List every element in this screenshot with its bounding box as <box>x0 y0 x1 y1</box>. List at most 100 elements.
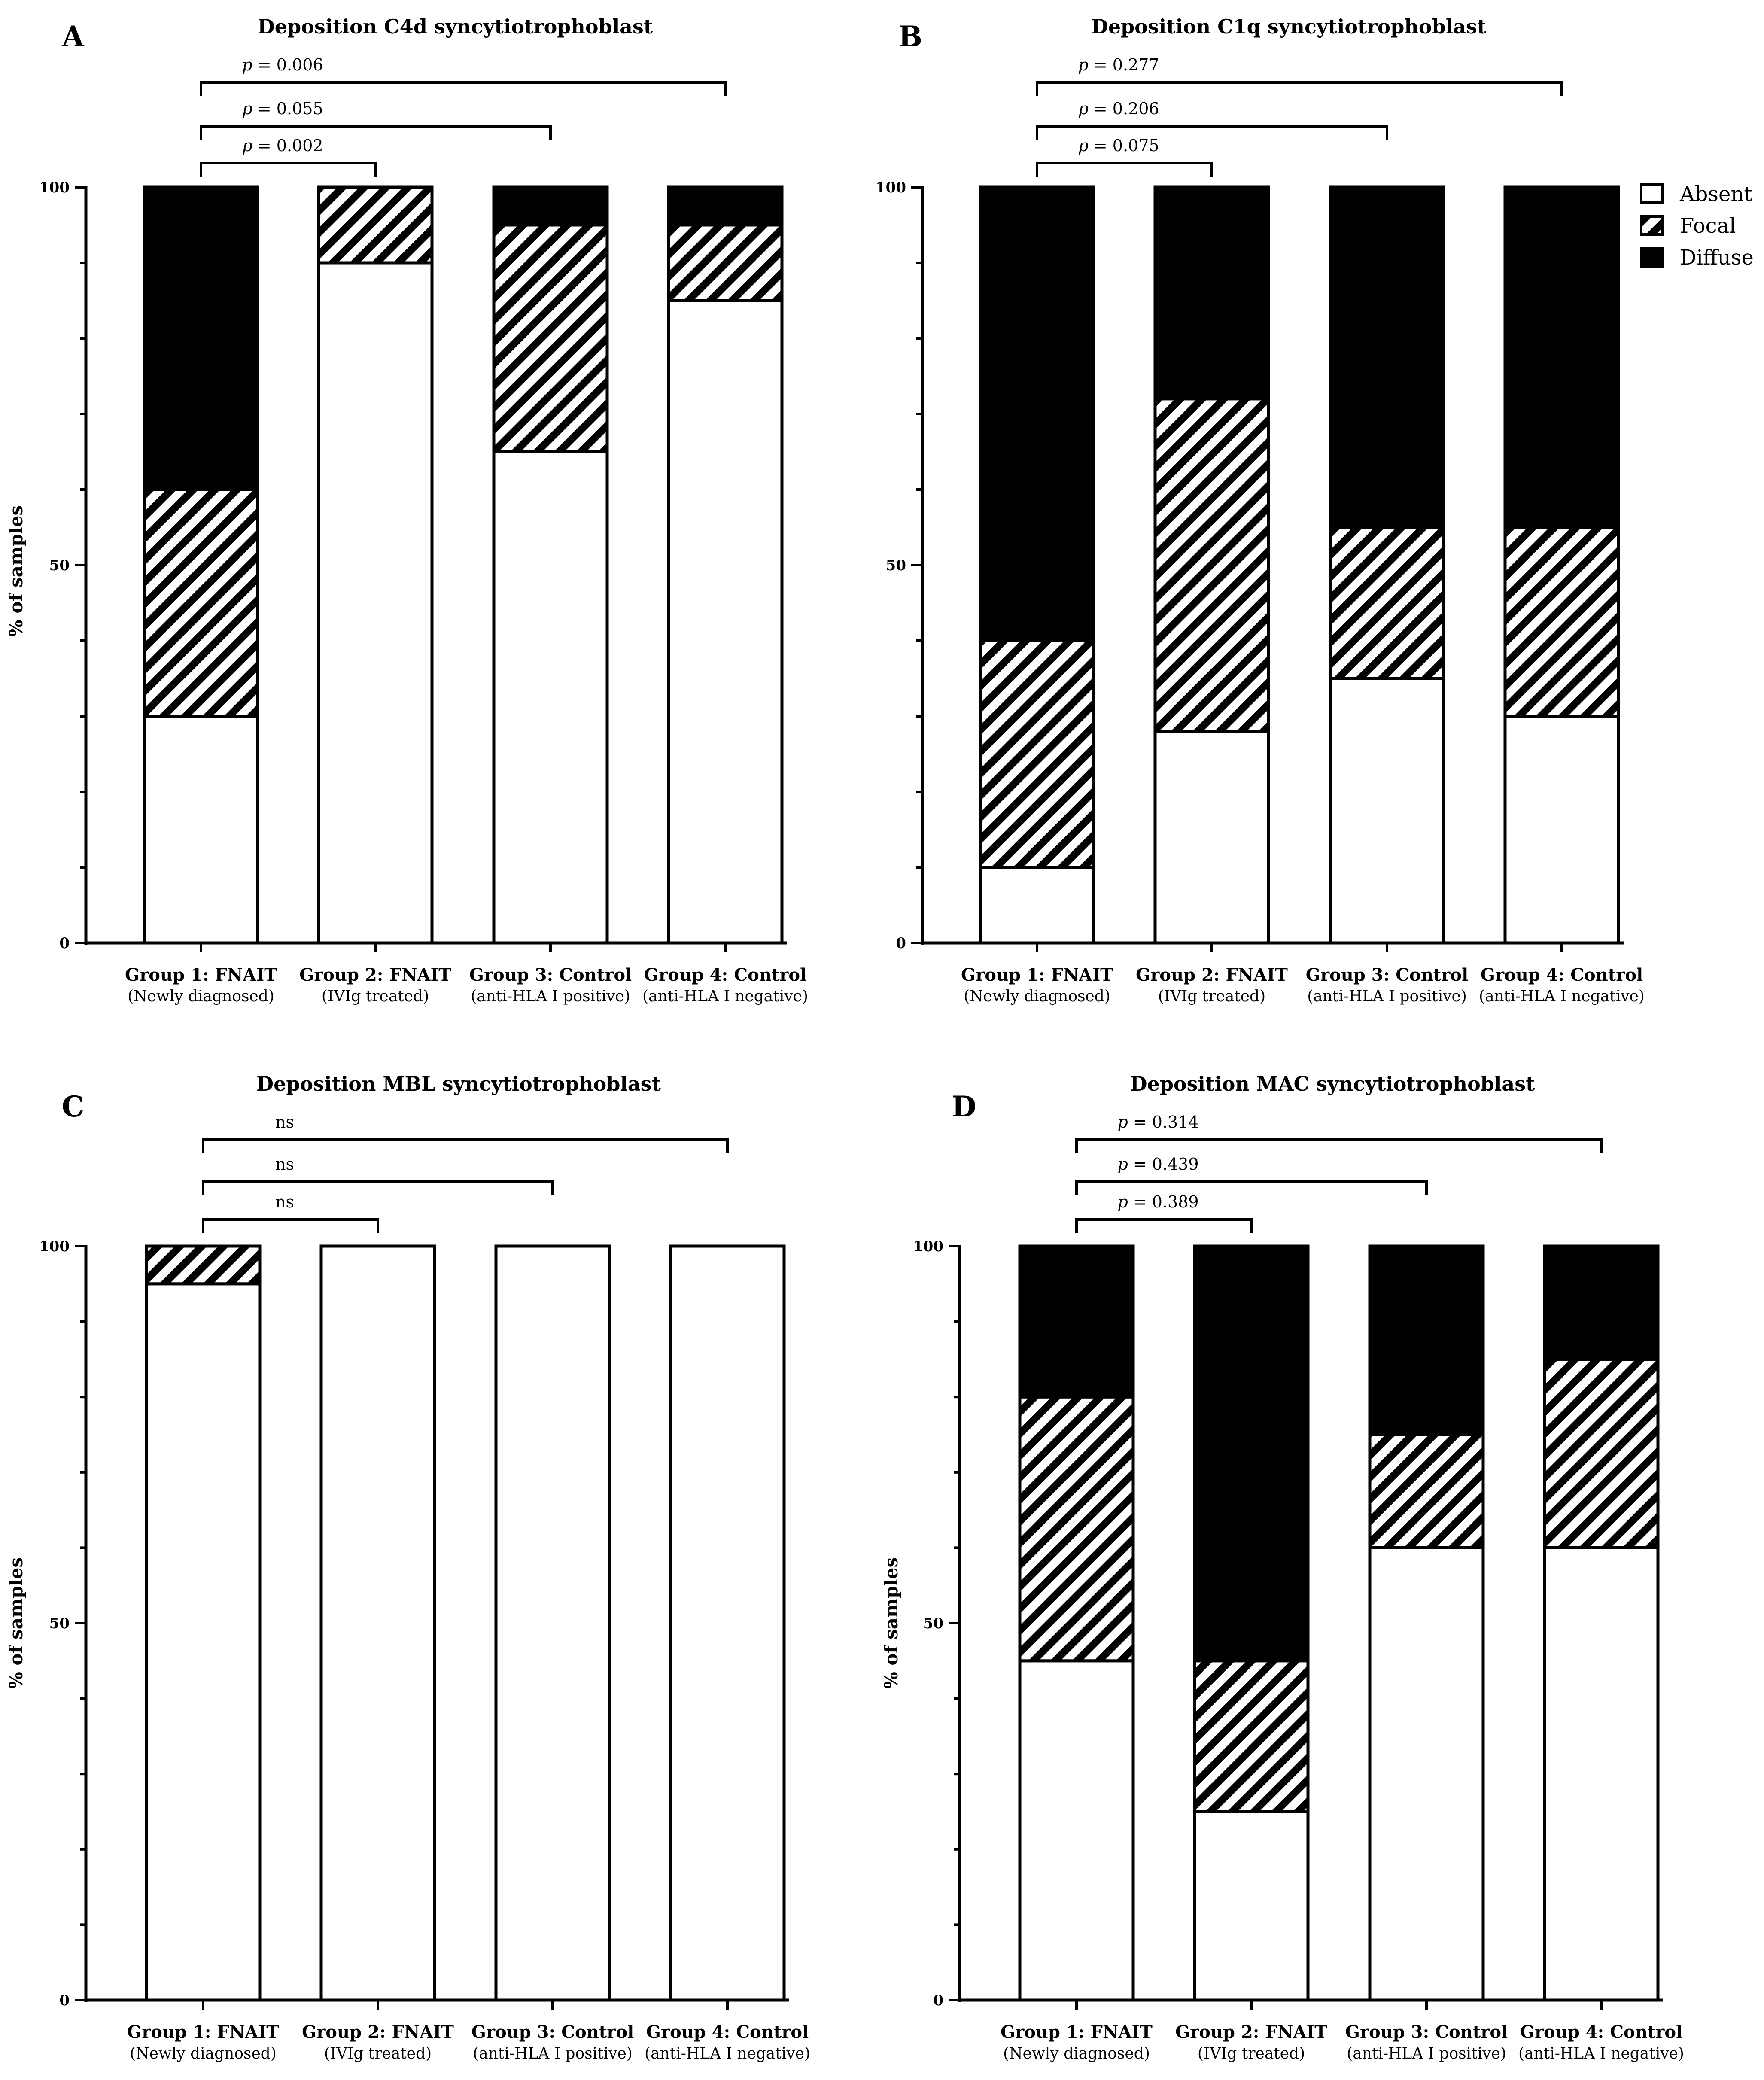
bar-focal-2 <box>1153 397 1270 733</box>
bar-focal-1 <box>143 488 259 718</box>
bar-absent-3 <box>494 1244 611 2002</box>
x-category-label: Group 1: FNAIT <box>961 965 1113 985</box>
x-subcategory-label: (Newly diagnosed) <box>130 2045 277 2062</box>
x-subcategory-label: (anti-HLA I negative) <box>642 988 808 1005</box>
significance-bracket <box>1036 125 1388 140</box>
p-value-label: p = 0.002 <box>242 136 323 155</box>
chart-title: Deposition C4d syncytiotrophoblast <box>258 15 653 38</box>
x-subcategory-label: (anti-HLA I negative) <box>1479 988 1645 1005</box>
significance-bracket <box>200 125 552 140</box>
y-tick-label: 0 <box>933 1992 943 2009</box>
x-category-label: Group 2: FNAIT <box>1136 965 1288 985</box>
bar-diffuse-4 <box>667 185 784 227</box>
bar-absent-3 <box>1329 677 1445 945</box>
bar-absent-4 <box>1543 1546 1660 2002</box>
bar-absent-3 <box>1368 1546 1485 2002</box>
y-tick-label: 100 <box>39 179 70 196</box>
bar-diffuse-1 <box>979 185 1095 642</box>
legend-swatch-diffuse <box>1640 247 1664 268</box>
x-subcategory-label: (anti-HLA I negative) <box>645 2045 810 2062</box>
panel-letter: B <box>898 20 922 53</box>
panel-letter: D <box>952 1090 976 1123</box>
y-tick-label: 50 <box>49 557 70 574</box>
y-axis-label: % of samples <box>6 1557 27 1689</box>
bar-focal-3 <box>1329 526 1445 680</box>
bar-absent-2 <box>317 261 434 945</box>
chart-panel-d: D Deposition MAC syncytiotrophoblast 0 50 10… <box>881 1072 1684 2062</box>
chart-panel-b: B Deposition C1q syncytiotrophoblast 0 50 10… <box>876 15 1645 1005</box>
y-tick-label: 0 <box>59 935 70 952</box>
bar-diffuse-3 <box>492 185 609 227</box>
x-category-label: Group 3: Control <box>471 2022 634 2042</box>
bar-absent-4 <box>1503 715 1620 945</box>
bar-diffuse-1 <box>1018 1244 1135 1399</box>
bar-diffuse-4 <box>1543 1244 1660 1361</box>
y-tick-label: 50 <box>886 557 906 574</box>
bar-absent-2 <box>1193 1810 1310 2002</box>
x-subcategory-label: (anti-HLA I positive) <box>1307 988 1467 1005</box>
x-subcategory-label: (anti-HLA I negative) <box>1518 2045 1684 2062</box>
p-value-label: p = 0.075 <box>1078 136 1159 155</box>
y-axis-label: % of samples <box>881 1557 902 1689</box>
x-subcategory-label: (IVIg treated) <box>324 2045 432 2062</box>
y-axis-label: % of samples <box>6 505 27 637</box>
bar-focal-4 <box>667 223 784 302</box>
y-tick-label: 0 <box>896 935 906 952</box>
legend-label-diffuse: Diffuse <box>1680 246 1754 270</box>
chart-title: Deposition C1q syncytiotrophoblast <box>1091 15 1487 38</box>
x-category-label: Group 2: FNAIT <box>1175 2022 1327 2042</box>
bar-focal-2 <box>317 185 434 265</box>
significance-bracket <box>200 162 377 177</box>
legend-label-absent: Absent <box>1679 182 1752 206</box>
bar-absent-2 <box>1153 730 1270 945</box>
x-subcategory-label: (IVIg treated) <box>1198 2045 1305 2062</box>
panel-letter: A <box>61 20 84 53</box>
chart-title: Deposition MBL syncytiotrophoblast <box>256 1072 661 1095</box>
p-value-label: p = 0.389 <box>1117 1192 1198 1211</box>
x-category-label: Group 4: Control <box>646 2022 809 2042</box>
legend-label-focal: Focal <box>1680 214 1736 238</box>
bar-focal-1 <box>145 1244 262 1286</box>
bar-focal-1 <box>1018 1395 1135 1663</box>
chart-panel-a: A Deposition C4d syncytiotrophoblast 0 50 10… <box>6 15 808 1005</box>
legend-swatch-absent <box>1640 183 1664 204</box>
p-value-label: ns <box>275 1155 294 1174</box>
bar-focal-3 <box>492 223 609 453</box>
bar-focal-3 <box>1368 1433 1485 1549</box>
significance-bracket <box>1075 1138 1603 1153</box>
chart-title: Deposition MAC syncytiotrophoblast <box>1130 1072 1535 1095</box>
legend: Absent Focal Diffuse <box>1640 182 1754 270</box>
x-category-label: Group 4: Control <box>1520 2022 1682 2042</box>
panel-letter: C <box>62 1090 85 1123</box>
y-tick-label: 50 <box>923 1615 943 1632</box>
legend-swatch-focal <box>1640 215 1664 236</box>
x-category-label: Group 1: FNAIT <box>1001 2022 1153 2042</box>
x-subcategory-label: (Newly diagnosed) <box>128 988 274 1005</box>
p-value-label: ns <box>275 1192 294 1211</box>
y-tick-label: 100 <box>876 179 906 196</box>
bar-diffuse-2 <box>1193 1244 1310 1663</box>
bar-focal-4 <box>1503 526 1620 718</box>
y-tick-label: 100 <box>39 1238 70 1255</box>
p-value-label: p = 0.277 <box>1078 55 1159 74</box>
bar-focal-4 <box>1543 1357 1660 1549</box>
x-subcategory-label: (Newly diagnosed) <box>1003 2045 1150 2062</box>
x-category-label: Group 3: Control <box>1306 965 1468 985</box>
bar-focal-1 <box>979 639 1095 869</box>
y-tick-label: 100 <box>913 1238 943 1255</box>
bar-diffuse-2 <box>1153 185 1270 401</box>
x-subcategory-label: (anti-HLA I positive) <box>473 2045 633 2062</box>
bar-absent-1 <box>1018 1659 1135 2002</box>
significance-bracket <box>202 1138 729 1153</box>
significance-bracket <box>1075 1180 1428 1195</box>
x-subcategory-label: (Newly diagnosed) <box>964 988 1110 1005</box>
significance-bracket <box>1036 81 1563 96</box>
x-category-label: Group 3: Control <box>469 965 632 985</box>
bar-diffuse-1 <box>143 185 259 491</box>
x-subcategory-label: (IVIg treated) <box>322 988 429 1005</box>
bar-absent-1 <box>143 715 259 945</box>
p-value-label: ns <box>275 1113 294 1131</box>
significance-bracket <box>202 1180 554 1195</box>
x-category-label: Group 1: FNAIT <box>125 965 277 985</box>
